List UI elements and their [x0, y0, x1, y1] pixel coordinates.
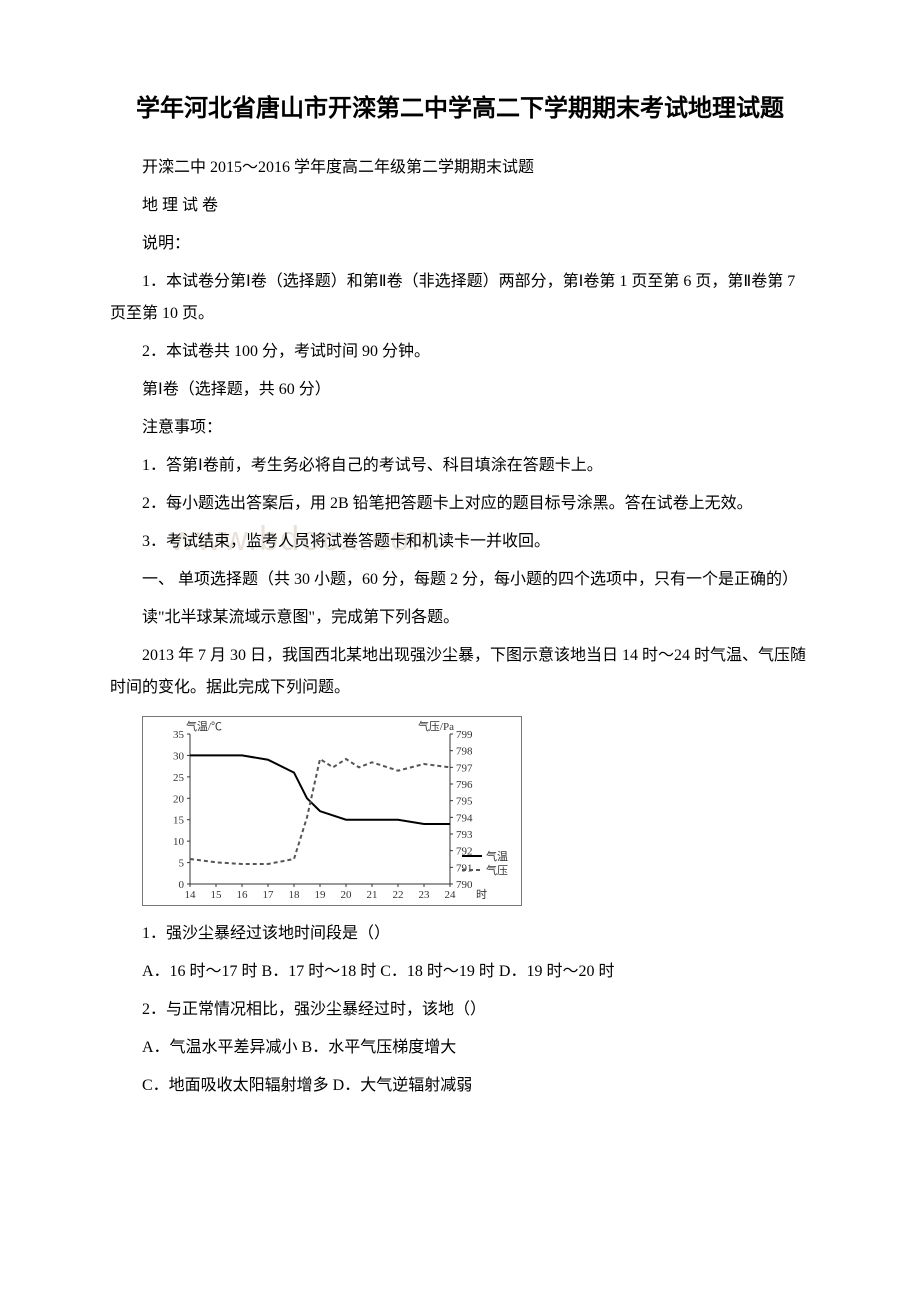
svg-text:时: 时 [476, 888, 487, 901]
svg-text:35: 35 [173, 729, 185, 741]
svg-text:18: 18 [289, 889, 301, 901]
svg-text:气温/℃: 气温/℃ [186, 719, 222, 733]
context-1: 读"北半球某流域示意图"，完成第下列各题。 [110, 602, 810, 634]
question-1: 1．强沙尘暴经过该地时间段是（） [110, 918, 810, 950]
instruction-2: 2．本试卷共 100 分，考试时间 90 分钟。 [110, 336, 810, 368]
svg-text:25: 25 [173, 772, 185, 784]
svg-text:16: 16 [237, 889, 249, 901]
subtitle: 开滦二中 2015～2016 学年度高二年级第二学期期末试题 [110, 152, 810, 184]
svg-text:气温: 气温 [486, 849, 508, 863]
svg-text:17: 17 [263, 889, 275, 901]
question-1-options: A．16 时～17 时 B．17 时～18 时 C．18 时～19 时 D．19… [110, 956, 810, 988]
svg-text:22: 22 [393, 889, 404, 901]
svg-text:20: 20 [341, 889, 353, 901]
subject-line: 地 理 试 卷 [110, 190, 810, 222]
svg-text:796: 796 [456, 779, 473, 791]
svg-text:10: 10 [173, 837, 185, 849]
svg-text:23: 23 [419, 889, 431, 901]
svg-text:20: 20 [173, 794, 185, 806]
svg-text:795: 795 [456, 796, 473, 808]
chart-container: 0510152025303579079179279379479579679779… [142, 716, 810, 906]
svg-text:气压: 气压 [486, 863, 508, 877]
temperature-pressure-chart: 0510152025303579079179279379479579679779… [142, 716, 522, 906]
svg-text:30: 30 [173, 751, 185, 763]
svg-text:791: 791 [456, 863, 473, 875]
svg-text:15: 15 [173, 815, 185, 827]
question-2-options-cd: C．地面吸收太阳辐射增多 D．大气逆辐射减弱 [110, 1070, 810, 1102]
question-2-options-ab: A．气温水平差异减小 B．水平气压梯度增大 [110, 1032, 810, 1064]
doc-title: 学年河北省唐山市开滦第二中学高二下学期期末考试地理试题 [110, 90, 810, 128]
svg-text:气压/Pa: 气压/Pa [418, 719, 454, 733]
question-2: 2．与正常情况相比，强沙尘暴经过时，该地（） [110, 994, 810, 1026]
mcq-header: 一、 单项选择题（共 30 小题，60 分，每题 2 分，每小题的四个选项中，只… [110, 564, 810, 596]
svg-text:21: 21 [367, 889, 378, 901]
svg-text:14: 14 [185, 889, 197, 901]
svg-text:793: 793 [456, 829, 473, 841]
svg-text:799: 799 [456, 729, 473, 741]
notice-3: 3．考试结束，监考人员将试卷答题卡和机读卡一并收回。 [110, 526, 810, 558]
svg-text:794: 794 [456, 813, 473, 825]
instruction-1: 1．本试卷分第Ⅰ卷（选择题）和第Ⅱ卷（非选择题）两部分，第Ⅰ卷第 1 页至第 6… [110, 266, 810, 330]
notice-header: 注意事项： [110, 412, 810, 444]
svg-text:5: 5 [179, 858, 185, 870]
svg-text:790: 790 [456, 879, 473, 891]
svg-text:19: 19 [315, 889, 327, 901]
svg-text:798: 798 [456, 746, 473, 758]
notice-1: 1．答第Ⅰ卷前，考生务必将自己的考试号、科目填涂在答题卡上。 [110, 450, 810, 482]
svg-text:24: 24 [445, 889, 457, 901]
svg-text:15: 15 [211, 889, 223, 901]
instructions-header: 说明： [110, 228, 810, 260]
context-2: 2013 年 7 月 30 日，我国西北某地出现强沙尘暴，下图示意该地当日 14… [110, 640, 810, 704]
svg-text:797: 797 [456, 763, 473, 775]
notice-2: 2．每小题选出答案后，用 2B 铅笔把答题卡上对应的题目标号涂黑。答在试卷上无效… [110, 488, 810, 520]
section1-title: 第Ⅰ卷（选择题，共 60 分） [110, 374, 810, 406]
